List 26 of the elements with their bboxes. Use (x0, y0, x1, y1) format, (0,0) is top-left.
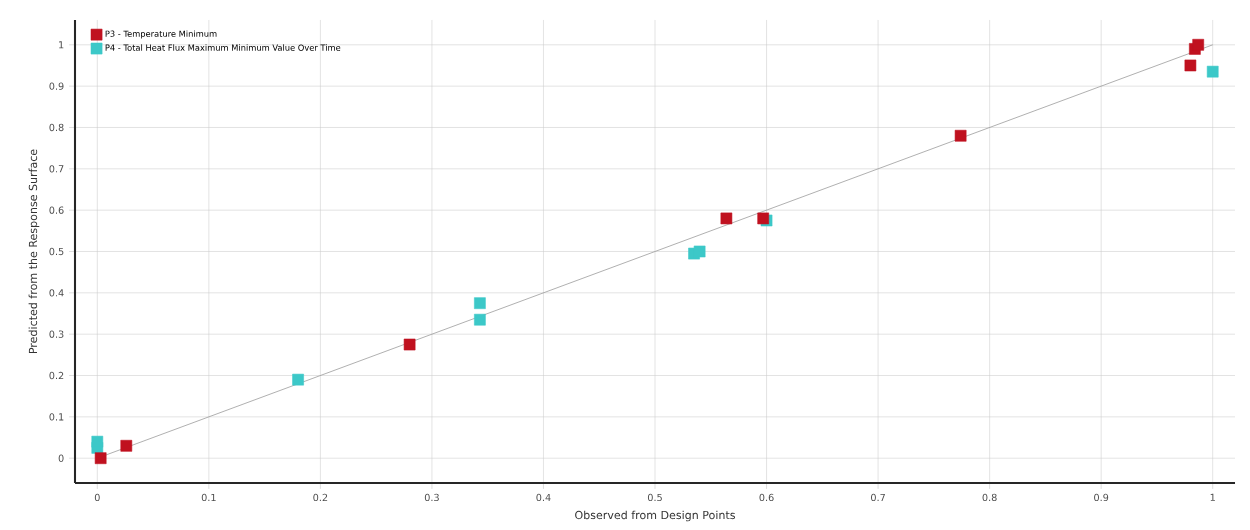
y-axis-title: Predicted from the Response Surface (28, 149, 40, 354)
legend-label: P3 - Temperature Minimum (105, 30, 217, 39)
x-tick-label: 0.9 (1094, 493, 1109, 502)
x-tick-label: 0.5 (647, 493, 662, 502)
x-tick-label: 0.6 (759, 493, 774, 502)
x-tick-label: 0.8 (982, 493, 997, 502)
y-tick-label: 0 (58, 454, 64, 462)
y-tick-label: 0.3 (49, 330, 64, 338)
y-tick-label: 0.7 (49, 165, 64, 173)
y-tick-label: 0.4 (49, 289, 64, 297)
x-tick-label: 0.2 (313, 493, 328, 502)
x-tick-label: 0 (94, 493, 100, 502)
y-tick-label: 0.6 (49, 206, 64, 214)
y-tick-label: 0.9 (49, 82, 64, 90)
x-tick-label: 0.7 (871, 493, 885, 502)
x-tick-label: 0.4 (536, 493, 551, 502)
legend-label: P4 - Total Heat Flux Maximum Minimum Value Over Time (105, 44, 341, 51)
x-tick-label: 0.3 (424, 493, 439, 502)
x-tick-label: 0.1 (201, 493, 216, 502)
x-tick-label: 1 (1210, 493, 1215, 501)
x-axis-title: Observed from Design Points (575, 510, 736, 522)
y-tick-label: 0.1 (49, 413, 64, 421)
y-tick-label: 0.5 (49, 247, 64, 256)
y-tick-label: 1 (59, 41, 64, 49)
y-tick-label: 0.2 (49, 371, 64, 380)
y-tick-label: 0.8 (49, 123, 64, 132)
